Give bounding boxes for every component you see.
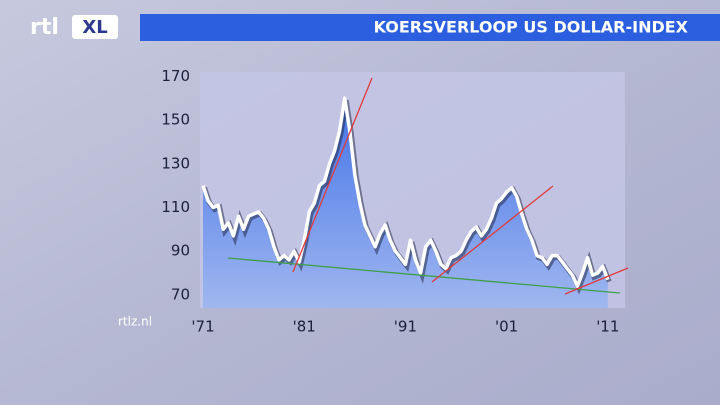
y-tick-label: 70 bbox=[171, 285, 190, 303]
title-bar bbox=[140, 14, 720, 41]
y-tick-label: 90 bbox=[171, 242, 190, 260]
x-tick-label: '91 bbox=[394, 318, 417, 336]
trend-line bbox=[292, 77, 373, 273]
y-tick-label: 130 bbox=[161, 154, 190, 172]
y-tick-label: 110 bbox=[161, 198, 190, 216]
brand: rtl bbox=[30, 15, 59, 40]
support-line bbox=[227, 257, 621, 294]
trend-line bbox=[564, 267, 629, 295]
y-tick-label: 150 bbox=[161, 111, 190, 129]
y-tick-label: 170 bbox=[161, 67, 190, 85]
trend-line bbox=[431, 185, 554, 283]
x-tick-label: '81 bbox=[293, 318, 316, 336]
x-tick-label: '71 bbox=[191, 318, 214, 336]
brand-badge-box bbox=[72, 15, 118, 39]
source: rtlz.nl bbox=[118, 315, 152, 329]
chart-title: KOERSVERLOOP US DOLLAR-INDEX bbox=[374, 18, 689, 37]
x-tick-label: '01 bbox=[495, 318, 518, 336]
trend-lines bbox=[227, 77, 629, 295]
line bbox=[201, 96, 610, 288]
plot: 70 90 110 130 150 170 '71 '81 '91 '01 '11 bbox=[161, 67, 619, 336]
brand-badge: XL bbox=[82, 17, 107, 38]
x-tick-label: '11 bbox=[596, 318, 619, 336]
